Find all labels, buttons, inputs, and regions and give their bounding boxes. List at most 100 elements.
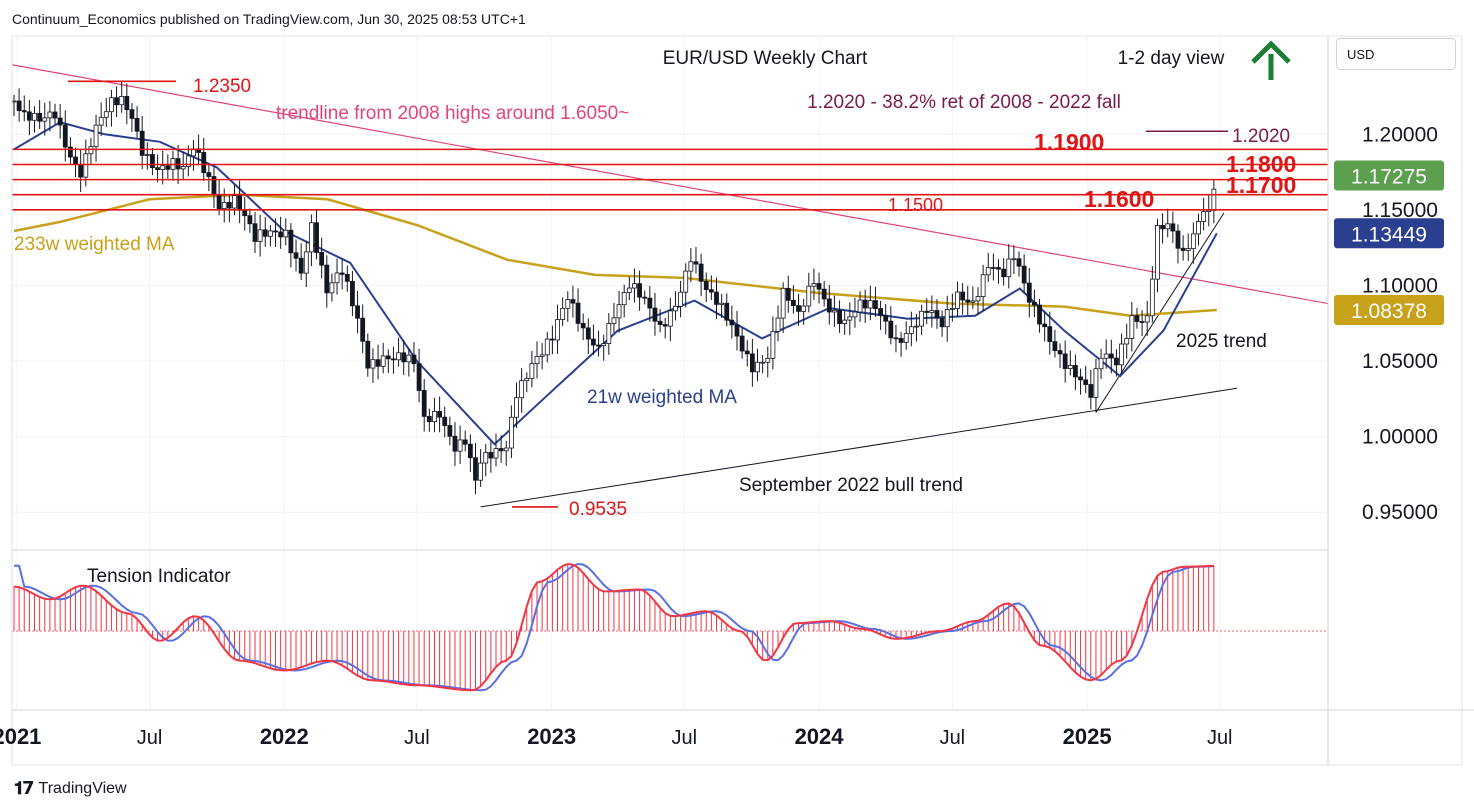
tension-indicator-panel <box>12 562 1328 692</box>
candle-body <box>150 154 155 169</box>
price-badge <box>1334 218 1444 249</box>
candle-body <box>744 350 750 355</box>
candle-body <box>52 111 58 119</box>
label-low-2022: 0.9535 <box>569 499 627 520</box>
candle-body <box>139 130 145 156</box>
candle-body <box>144 154 150 156</box>
candle-body <box>939 317 945 328</box>
candle-body <box>1067 365 1073 369</box>
candle-body <box>955 291 960 309</box>
candle-body <box>375 359 381 367</box>
candle-body <box>432 410 437 423</box>
candle-body <box>314 222 319 253</box>
candle-body <box>888 320 894 339</box>
candle-body <box>1011 258 1017 261</box>
y-tick-label: 1.00000 <box>1362 426 1438 449</box>
candle-body <box>119 96 125 106</box>
candle-body <box>565 299 571 309</box>
candle-body <box>1047 326 1053 342</box>
candle-body <box>765 357 771 363</box>
x-tick-label: Jul <box>940 727 966 749</box>
y-tick-label: 1.15000 <box>1362 199 1438 222</box>
candle-body <box>560 307 566 320</box>
label-1-1700: 1.1700 <box>1226 172 1296 198</box>
candle-body <box>1108 353 1114 359</box>
label-fib-level: 1.2020 <box>1232 126 1290 147</box>
candle-body <box>570 299 576 304</box>
candle-body <box>493 448 499 459</box>
candle-body <box>760 361 766 364</box>
candle-body <box>821 288 827 300</box>
candle-body <box>508 416 514 449</box>
label-trendline-2008: trendline from 2008 highs around 1.6050~ <box>276 103 629 124</box>
candle-body <box>749 353 755 373</box>
candle-body <box>16 100 22 111</box>
candle-body <box>1006 258 1012 278</box>
currency-button[interactable]: USD <box>1336 38 1456 70</box>
candle-body <box>903 333 909 343</box>
candle-body <box>1078 376 1083 381</box>
candle-body <box>975 296 981 302</box>
x-tick-label: 2025 <box>1063 724 1112 749</box>
tradingview-brand[interactable]: 𝟏𝟳 TradingView <box>14 778 127 799</box>
label-bull-trend: September 2022 bull trend <box>739 475 963 496</box>
candle-body <box>1211 188 1217 211</box>
candle-body <box>791 299 796 307</box>
candle-body <box>662 324 668 327</box>
candle-body <box>703 280 709 291</box>
label-ma-21: 21w weighted MA <box>587 387 737 408</box>
candle-body <box>324 264 330 294</box>
candle-body <box>919 310 924 327</box>
candle-body <box>734 324 740 337</box>
candle-body <box>652 307 658 322</box>
candle-body <box>529 363 535 379</box>
candle-body <box>867 300 873 309</box>
candle-body <box>103 111 109 118</box>
candle-body <box>591 338 596 346</box>
candle-body <box>32 112 37 121</box>
price-levels <box>12 80 1328 508</box>
candle-body <box>503 447 509 452</box>
candle-body <box>11 100 17 103</box>
x-tick-label: Jul <box>671 727 697 749</box>
candle-body <box>283 229 289 238</box>
candle-body <box>442 416 448 426</box>
candle-body <box>457 439 463 452</box>
candle-body <box>62 124 68 148</box>
publisher-header: Continuum_Economics published on Trading… <box>12 11 526 27</box>
candle-body <box>350 280 355 307</box>
candle-body <box>811 283 817 287</box>
candle-body <box>498 448 504 452</box>
candle-body <box>273 230 278 233</box>
candle-body <box>657 320 663 325</box>
candle-body <box>862 299 868 309</box>
candle-body <box>1001 268 1007 278</box>
candle-body <box>990 267 996 269</box>
x-tick-label: 2023 <box>527 724 576 749</box>
candle-body <box>426 415 432 423</box>
candle-body <box>206 172 212 177</box>
brand-name: TradingView <box>38 779 127 797</box>
september-2022-bull-trend <box>480 387 1238 508</box>
candle-body <box>1119 343 1124 366</box>
up-arrow-icon <box>1251 40 1291 80</box>
candle-body <box>201 152 207 173</box>
label-ma-233: 233w weighted MA <box>14 234 175 255</box>
x-tick-label: 2024 <box>795 724 845 749</box>
candle-body <box>98 116 104 126</box>
x-tick-label: Jul <box>137 727 163 749</box>
candle-body <box>1139 321 1145 323</box>
candle-body <box>226 202 232 209</box>
candle-body <box>221 202 227 210</box>
candle-body <box>1021 265 1027 284</box>
candle-body <box>278 231 284 238</box>
candle-body <box>262 229 268 237</box>
candle-body <box>1144 315 1150 323</box>
candle-body <box>673 305 678 312</box>
candle-body <box>483 451 489 464</box>
candle-body <box>1037 304 1042 325</box>
candle-body <box>93 124 99 148</box>
candle-body <box>380 355 386 367</box>
candle-body <box>816 283 822 290</box>
